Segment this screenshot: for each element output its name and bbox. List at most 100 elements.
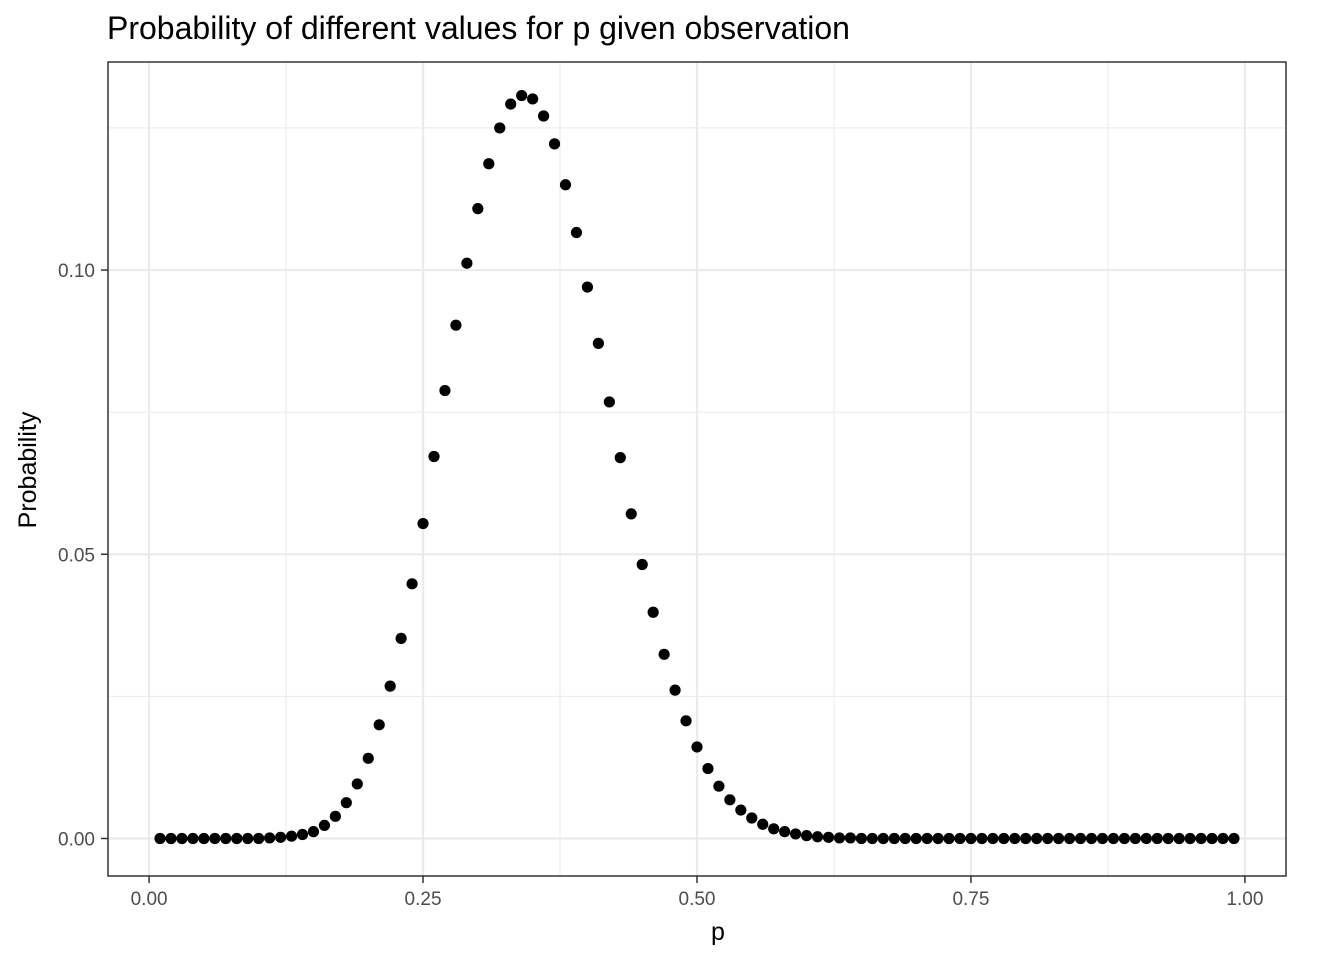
data-point xyxy=(1195,832,1207,845)
data-point xyxy=(187,832,199,845)
y-axis-title: Probability xyxy=(14,411,42,528)
data-point xyxy=(691,741,703,753)
x-tick-label: 1.00 xyxy=(1226,889,1263,910)
data-point xyxy=(1053,832,1065,845)
data-point xyxy=(669,684,681,696)
data-point xyxy=(888,832,900,845)
data-point xyxy=(779,826,791,838)
y-axis-ticks: 0.00 0.05 0.10 xyxy=(58,261,108,850)
data-point xyxy=(910,832,922,845)
x-axis-ticks: 0.00 0.25 0.50 0.75 1.00 xyxy=(131,876,1263,910)
data-point xyxy=(329,810,341,822)
data-point xyxy=(198,832,210,845)
data-point xyxy=(494,122,506,134)
data-point xyxy=(746,812,758,824)
data-point xyxy=(899,832,911,845)
data-point xyxy=(1228,832,1240,845)
data-point xyxy=(559,179,572,191)
data-point xyxy=(340,797,352,809)
data-point xyxy=(505,98,517,110)
y-tick-label: 0.05 xyxy=(58,545,95,566)
data-point xyxy=(1107,832,1120,845)
data-point xyxy=(954,832,966,845)
data-point xyxy=(1009,832,1021,845)
data-point xyxy=(987,832,999,845)
data-point xyxy=(800,830,813,842)
data-point xyxy=(1151,832,1163,845)
data-point xyxy=(373,719,385,731)
data-point xyxy=(296,828,309,841)
data-point xyxy=(636,558,648,571)
data-point xyxy=(1129,832,1141,845)
data-point xyxy=(548,138,561,150)
data-point xyxy=(461,257,473,269)
data-point xyxy=(1074,832,1087,845)
data-point xyxy=(680,715,692,727)
data-point xyxy=(866,832,878,845)
data-point xyxy=(735,804,747,816)
data-point xyxy=(242,832,254,845)
data-point xyxy=(1096,832,1109,845)
data-point xyxy=(209,832,221,845)
data-point xyxy=(537,110,550,122)
data-point xyxy=(285,830,298,842)
x-tick-label: 0.00 xyxy=(131,889,168,910)
data-point xyxy=(570,226,583,239)
x-tick-label: 0.50 xyxy=(679,889,716,910)
data-point xyxy=(439,384,451,397)
data-point xyxy=(1162,832,1174,845)
data-point xyxy=(592,337,604,349)
data-point xyxy=(647,606,659,618)
data-point xyxy=(1085,832,1098,845)
data-point xyxy=(1042,832,1054,845)
data-point xyxy=(811,831,824,843)
data-point xyxy=(318,819,331,832)
data-point xyxy=(253,832,265,845)
data-point xyxy=(998,832,1010,845)
data-point xyxy=(965,832,977,845)
data-point xyxy=(165,832,177,845)
data-point xyxy=(154,832,166,845)
data-point xyxy=(822,831,835,843)
data-point xyxy=(713,780,725,792)
data-point xyxy=(625,508,637,520)
data-point xyxy=(724,794,736,806)
data-point xyxy=(658,648,670,660)
data-point xyxy=(417,517,429,530)
data-point xyxy=(1031,832,1043,845)
data-point xyxy=(450,319,462,331)
data-point xyxy=(844,832,857,844)
data-point xyxy=(877,832,889,845)
data-point xyxy=(231,832,243,845)
data-point xyxy=(220,832,232,845)
data-point xyxy=(603,396,615,408)
data-point xyxy=(516,89,528,102)
data-point xyxy=(483,158,495,170)
data-point xyxy=(527,93,539,105)
x-axis-title: p xyxy=(711,918,725,946)
data-point xyxy=(1063,832,1076,845)
y-tick-label: 0.10 xyxy=(58,261,95,282)
data-point xyxy=(472,203,484,215)
data-point xyxy=(1184,832,1196,845)
data-point xyxy=(1020,832,1032,845)
data-point xyxy=(264,832,276,844)
data-point xyxy=(1206,832,1218,845)
data-point xyxy=(351,778,363,790)
x-tick-label: 0.25 xyxy=(405,889,442,910)
y-tick-label: 0.00 xyxy=(58,829,95,850)
data-point xyxy=(1217,832,1229,845)
data-point xyxy=(768,823,780,835)
data-point xyxy=(176,832,188,845)
data-point xyxy=(833,832,846,844)
data-point xyxy=(702,762,714,775)
chart-title: Probability of different values for p gi… xyxy=(107,10,850,46)
data-point xyxy=(976,832,988,845)
data-point xyxy=(395,632,407,644)
data-point xyxy=(362,752,374,764)
data-point xyxy=(932,832,944,845)
data-point xyxy=(1118,832,1130,845)
data-point xyxy=(384,680,396,692)
data-point xyxy=(1173,832,1185,845)
